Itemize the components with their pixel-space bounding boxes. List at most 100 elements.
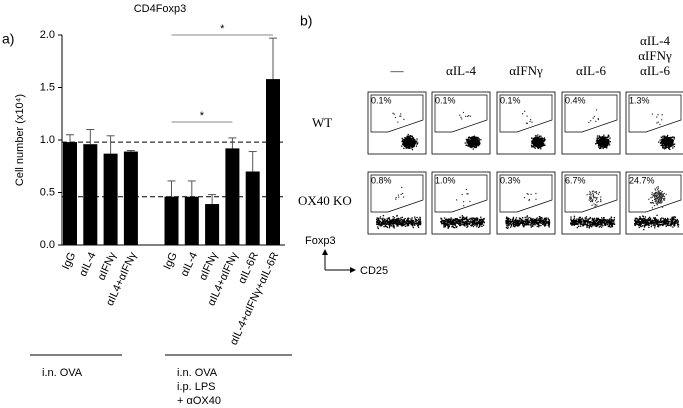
dot bbox=[598, 146, 600, 148]
dot bbox=[664, 135, 666, 137]
dot bbox=[649, 221, 651, 223]
dot bbox=[466, 216, 468, 218]
dot bbox=[477, 222, 480, 225]
dot bbox=[417, 223, 419, 225]
dot bbox=[530, 220, 532, 222]
dot bbox=[600, 200, 602, 202]
dot bbox=[383, 226, 385, 228]
dot bbox=[658, 192, 661, 194]
dot bbox=[661, 195, 663, 197]
dot bbox=[596, 139, 599, 141]
dot bbox=[475, 221, 478, 224]
dot bbox=[602, 218, 604, 220]
dot bbox=[638, 220, 640, 222]
dot bbox=[403, 144, 405, 147]
dot bbox=[508, 224, 510, 226]
dot bbox=[668, 146, 671, 148]
dot bbox=[413, 221, 415, 223]
dot bbox=[464, 222, 467, 224]
dot bbox=[591, 217, 593, 219]
dot bbox=[654, 217, 656, 219]
dot bbox=[414, 224, 416, 226]
dot bbox=[471, 136, 473, 138]
dot bbox=[597, 224, 600, 226]
dot bbox=[670, 137, 672, 140]
dot bbox=[651, 221, 653, 223]
dot bbox=[643, 224, 645, 226]
dot bbox=[530, 219, 532, 221]
dot bbox=[651, 221, 654, 223]
dot bbox=[539, 135, 541, 137]
dot bbox=[647, 221, 649, 223]
dot bbox=[654, 222, 656, 224]
dot bbox=[459, 114, 461, 116]
dot bbox=[508, 220, 510, 223]
dot bbox=[543, 140, 545, 143]
dot bbox=[518, 221, 520, 223]
dot bbox=[404, 223, 406, 225]
dot bbox=[606, 144, 608, 146]
dot bbox=[450, 217, 452, 219]
dot bbox=[407, 224, 410, 227]
dot bbox=[536, 220, 538, 222]
dot bbox=[572, 220, 575, 222]
dot bbox=[410, 223, 412, 226]
dot bbox=[677, 222, 679, 224]
bar bbox=[245, 171, 260, 245]
dot bbox=[655, 192, 657, 195]
dot bbox=[536, 218, 538, 220]
dot bbox=[526, 221, 528, 223]
dot bbox=[587, 219, 589, 222]
dot bbox=[651, 222, 653, 224]
dot bbox=[465, 144, 468, 146]
dot bbox=[465, 221, 468, 223]
dot bbox=[415, 141, 417, 143]
dot bbox=[475, 223, 477, 226]
dot bbox=[663, 199, 665, 201]
x-tick-label: IgG bbox=[161, 250, 179, 271]
dot bbox=[454, 223, 456, 225]
dot bbox=[408, 145, 410, 147]
dot bbox=[540, 224, 542, 227]
dot bbox=[406, 222, 408, 224]
dot bbox=[412, 137, 414, 139]
dot bbox=[387, 220, 390, 223]
dot bbox=[408, 140, 410, 142]
dot bbox=[403, 222, 405, 224]
dot bbox=[401, 216, 403, 218]
dot bbox=[638, 218, 640, 221]
dot bbox=[643, 217, 645, 220]
dot bbox=[477, 140, 479, 143]
dot bbox=[477, 221, 479, 223]
dot bbox=[378, 221, 380, 223]
dot bbox=[405, 222, 407, 224]
dot bbox=[400, 219, 402, 221]
dot bbox=[467, 219, 469, 221]
dot bbox=[526, 220, 528, 222]
dot bbox=[578, 222, 580, 224]
dot bbox=[448, 225, 450, 227]
dot bbox=[544, 220, 547, 222]
plot-frame bbox=[431, 171, 491, 235]
dot bbox=[578, 220, 580, 223]
x-tick-label: αIL-4 bbox=[77, 250, 99, 278]
y-tick-label: 1.5 bbox=[40, 81, 55, 93]
dot bbox=[537, 223, 540, 225]
dot bbox=[662, 221, 664, 223]
dot bbox=[379, 225, 382, 227]
dot bbox=[466, 218, 468, 220]
dot bbox=[543, 139, 545, 141]
dot bbox=[535, 221, 538, 223]
dot bbox=[522, 223, 524, 225]
dot bbox=[611, 221, 613, 223]
dot bbox=[610, 220, 612, 222]
dot bbox=[383, 222, 386, 224]
dot bbox=[588, 218, 590, 220]
dot bbox=[478, 221, 480, 223]
dot bbox=[651, 200, 654, 202]
dot bbox=[408, 220, 410, 223]
dot bbox=[572, 221, 574, 223]
dot bbox=[475, 222, 477, 225]
dot bbox=[415, 145, 418, 147]
